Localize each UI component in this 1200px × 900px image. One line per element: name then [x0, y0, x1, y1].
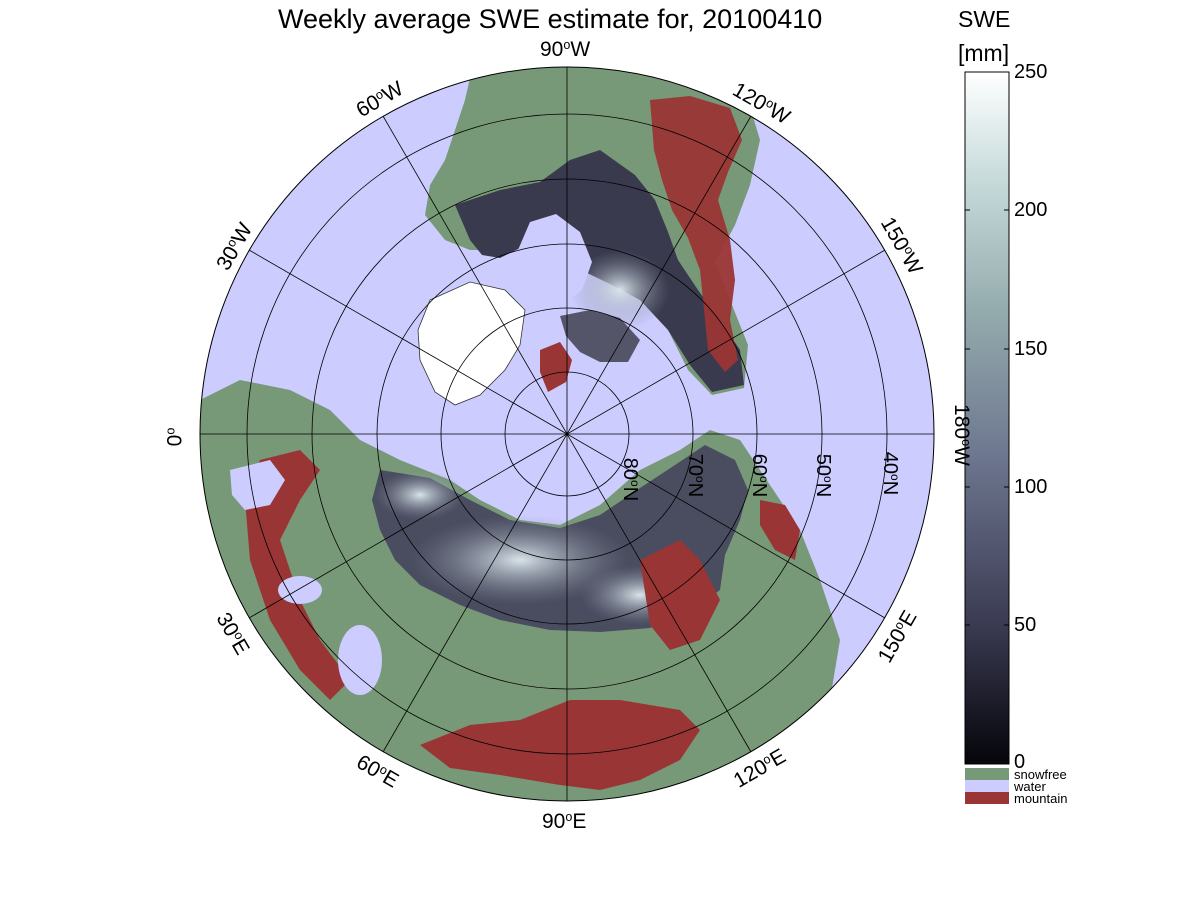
colorbar-title-line1: SWE: [958, 6, 1011, 32]
rocky-mountains: [650, 96, 742, 372]
baffin-mountain: [540, 342, 572, 392]
legend-label-water: water: [1014, 779, 1046, 794]
baltic-sea: [230, 460, 285, 510]
lon-label-90e: 90oE: [542, 810, 587, 833]
caspian-sea: [338, 625, 382, 695]
lat-label-60n: 60oN: [748, 453, 771, 498]
himalaya-mountains: [420, 700, 700, 790]
greenland: [417, 281, 526, 406]
arctic-archipelago: [560, 310, 640, 362]
legend-swatch-water: [965, 780, 1009, 792]
legend-swatch-mountain: [965, 792, 1009, 804]
meridian-120e-60w: [382, 115, 752, 753]
graticule: [199, 66, 935, 802]
black-sea: [278, 576, 322, 604]
lat-label-70n: 70oN: [684, 453, 707, 498]
colorbar-tick-50: 50: [1014, 614, 1037, 636]
lon-label-90w: 90oW: [540, 38, 591, 61]
hudson-bay: [518, 214, 592, 306]
map-title: Weekly average SWE estimate for, 2010041…: [278, 4, 823, 34]
colorbar-ticks: [965, 71, 1009, 765]
kamchatka-mountains: [760, 500, 800, 560]
colorbar-tick-0: 0: [1014, 751, 1026, 773]
legend-label-snowfree: snowfree: [1014, 767, 1067, 782]
legend-label-mountain: mountain: [1014, 791, 1068, 806]
lon-label-180w: 180oW: [949, 404, 973, 466]
colorbar-gradient: [964, 71, 1010, 765]
colorbar-tick-250: 250: [1014, 61, 1048, 83]
lat-label-80n: 80oN: [619, 457, 642, 502]
colorbar-tick-200: 200: [1014, 199, 1048, 221]
lat-label-40n: 40oN: [879, 451, 902, 496]
colorbar-tick-150: 150: [1014, 338, 1048, 360]
colorbar-title-line2: [mm]: [958, 40, 1010, 66]
colorbar-tick-100: 100: [1014, 476, 1048, 498]
siberia-mountains: [640, 540, 720, 650]
central-asia-mountains: [245, 450, 350, 700]
legend-swatch-snowfree: [965, 768, 1009, 780]
lon-label-0: 0o: [163, 427, 187, 447]
lat-label-50n: 50oN: [812, 453, 835, 498]
